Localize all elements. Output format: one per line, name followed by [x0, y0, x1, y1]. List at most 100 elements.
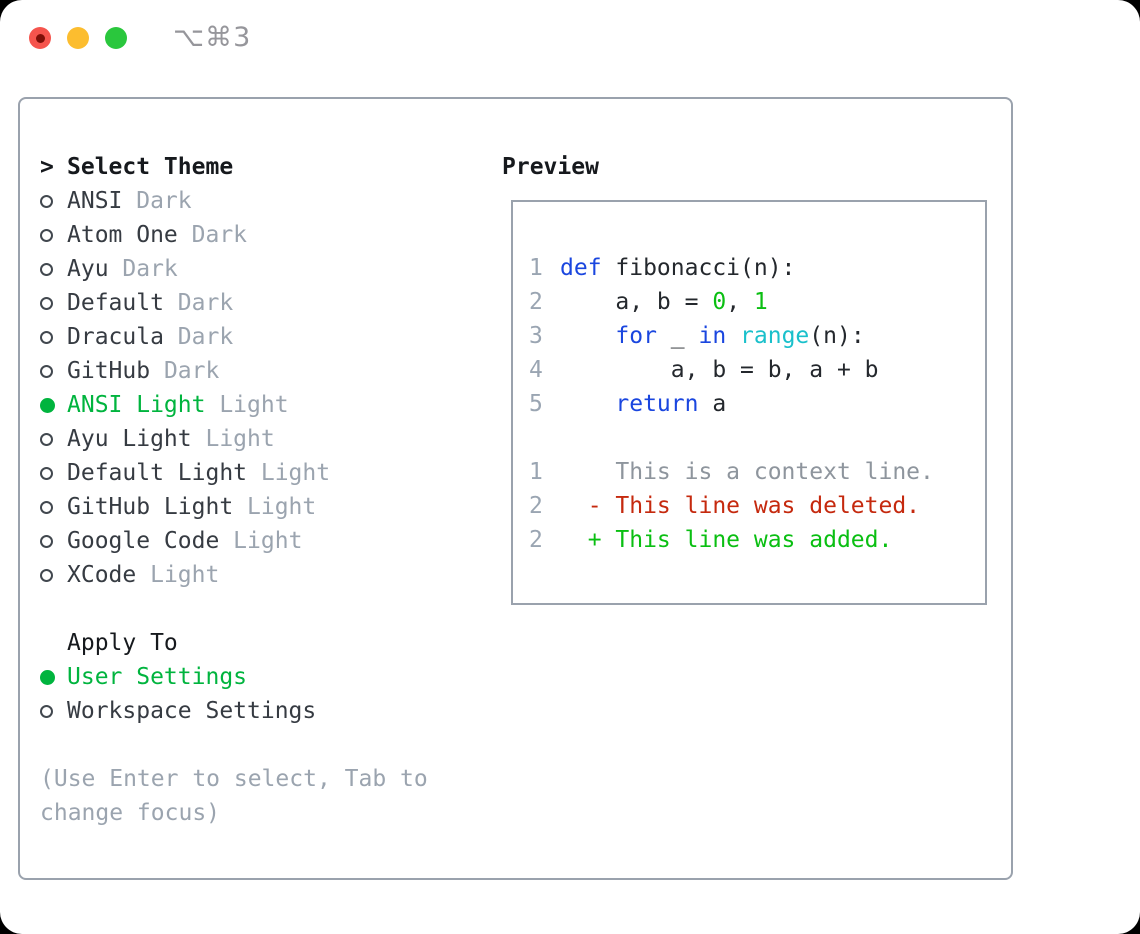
theme-option-variant-label: Light — [233, 494, 317, 520]
apply-to-title: Apply To — [67, 630, 178, 656]
radio-icon — [40, 534, 53, 548]
radio-selected-icon — [40, 397, 55, 413]
window-titlebar: ⌥⌘3 — [29, 22, 252, 53]
apply-to-option[interactable]: Workspace Settings — [40, 694, 502, 728]
theme-option-prefix — [40, 397, 67, 413]
theme-option[interactable]: Ayu Light Light — [40, 422, 502, 456]
theme-option[interactable]: GitHub Dark — [40, 354, 502, 388]
code-token — [726, 319, 740, 353]
code-token — [560, 319, 615, 353]
code-token: a — [698, 391, 727, 417]
theme-option-label: Ayu — [67, 256, 109, 282]
line-number: 4 — [529, 357, 543, 383]
apply-to-list: User Settings Workspace Settings — [40, 660, 502, 728]
apply-to-heading: Apply To — [40, 626, 502, 660]
code-token: - This line was deleted. — [560, 493, 921, 519]
radio-icon — [40, 432, 53, 446]
code-token: (n): — [809, 323, 865, 349]
close-button[interactable] — [29, 27, 51, 49]
theme-option[interactable]: Default Dark — [40, 286, 502, 320]
theme-option[interactable]: Ayu Dark — [40, 252, 502, 286]
line-number — [529, 421, 560, 455]
radio-icon — [40, 228, 53, 242]
radio-selected-icon — [40, 669, 55, 685]
theme-option-label: Default — [67, 290, 164, 316]
line-number: 1 — [529, 255, 543, 281]
code-token: + This line was added. — [560, 527, 893, 553]
theme-option[interactable]: Google Code Light — [40, 524, 502, 558]
theme-option-variant-label: Dark — [150, 358, 220, 384]
radio-icon — [40, 466, 53, 480]
theme-option-label: ANSI Light — [67, 392, 206, 418]
code-line: 3 for _ in range (n): — [529, 319, 985, 353]
radio-icon — [40, 568, 53, 582]
code-token: range — [740, 323, 810, 349]
theme-option-variant-label: Light — [205, 392, 289, 418]
code-line: 1 This is a context line. — [529, 455, 985, 489]
theme-option-variant-label: Light — [191, 426, 275, 452]
code-token: a, b = — [560, 289, 713, 315]
code-token: a, b = b, a + b — [560, 357, 879, 383]
code-token: 0 — [712, 289, 727, 315]
theme-option-variant-label: Dark — [163, 290, 234, 316]
theme-option-prefix — [40, 432, 67, 446]
maximize-button[interactable] — [105, 27, 127, 49]
theme-option-prefix — [40, 194, 67, 208]
spacer — [40, 592, 502, 626]
theme-option-variant-label: Light — [136, 562, 220, 588]
theme-option-label: GitHub Light — [67, 494, 234, 520]
code-token: , — [726, 289, 754, 315]
theme-option-prefix — [40, 534, 67, 548]
apply-to-option-label: Workspace Settings — [67, 698, 317, 724]
prompt-caret: > — [40, 154, 54, 180]
radio-icon — [40, 296, 53, 310]
code-token: return — [615, 391, 699, 417]
theme-option-label: Atom One — [67, 222, 178, 248]
code-line: 5 return a — [529, 387, 985, 421]
help-text: (Use Enter to select, Tab to change focu… — [40, 766, 428, 826]
code-line: 2 - This line was deleted. — [529, 489, 985, 523]
code-token: 1 — [753, 289, 768, 315]
theme-option[interactable]: Dracula Dark — [40, 320, 502, 354]
theme-option-prefix — [40, 330, 67, 344]
radio-icon — [40, 330, 53, 344]
keyboard-shortcut-label: ⌥⌘3 — [173, 22, 252, 53]
preview-title: Preview — [502, 154, 599, 180]
theme-option-label: XCode — [67, 562, 137, 588]
theme-option[interactable]: GitHub Light Light — [40, 490, 502, 524]
theme-option[interactable]: ANSI Dark — [40, 184, 502, 218]
theme-list: ANSI Dark Atom One Dark Ayu Dark Default Da… — [40, 184, 502, 592]
radio-icon — [40, 194, 53, 208]
theme-option[interactable]: XCode Light — [40, 558, 502, 592]
theme-option[interactable]: Default Light Light — [40, 456, 502, 490]
apply-to-option[interactable]: User Settings — [40, 660, 502, 694]
theme-option-prefix — [40, 568, 67, 582]
theme-option-variant-label: Light — [247, 460, 331, 486]
theme-option-variant-label: Dark — [163, 324, 234, 350]
code-line: 2 + This line was added. — [529, 523, 985, 557]
code-line: 2 a, b = 0, 1 — [529, 285, 985, 319]
theme-settings-panel: > Select Theme ANSI Dark Atom One Dark Ayu… — [18, 97, 1013, 880]
apply-to-option-label: User Settings — [67, 664, 248, 690]
theme-option-prefix — [40, 500, 67, 514]
code-token — [560, 387, 615, 421]
code-token: def — [560, 255, 602, 281]
theme-option-prefix — [40, 262, 67, 276]
theme-option-variant-label: Light — [219, 528, 303, 554]
theme-option[interactable]: Atom One Dark — [40, 218, 502, 252]
theme-option-prefix — [40, 228, 67, 242]
theme-option-variant-label: Dark — [122, 188, 192, 214]
code-token: for — [615, 323, 657, 349]
apply-to-option-prefix — [40, 704, 67, 718]
theme-option-label: GitHub — [67, 358, 151, 384]
line-number: 2 — [529, 527, 543, 553]
code-line: 1 def fibonacci(n): — [529, 251, 985, 285]
theme-option[interactable]: ANSI Light Light — [40, 388, 502, 422]
line-number: 2 — [529, 289, 543, 315]
theme-option-prefix — [40, 296, 67, 310]
radio-icon — [40, 364, 53, 378]
minimize-button[interactable] — [67, 27, 89, 49]
radio-icon — [40, 262, 53, 276]
